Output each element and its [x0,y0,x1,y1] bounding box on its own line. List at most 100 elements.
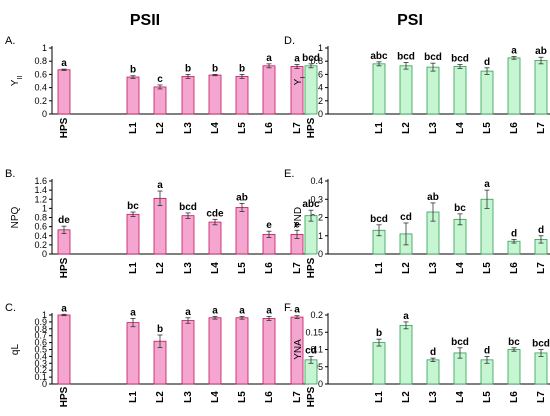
x-tick-label: L5 [237,122,248,134]
significance-letter: b [130,65,136,76]
significance-letter: d [484,57,490,68]
significance-letter: a [61,58,67,69]
y-axis-label: YND [293,207,304,228]
significance-letter: ab [535,46,547,57]
y-axis-label: YII [10,76,24,87]
bar-l2 [153,86,167,115]
x-tick-label: L1 [374,391,385,403]
x-tick-label: L7 [292,391,303,403]
y-tick-label: 1.2 [34,194,47,204]
y-tick-label: 0.5 [34,345,47,355]
y-tick-label: 0.8 [34,56,47,66]
y-tick-label: 0.8 [34,324,47,334]
significance-letter: b [376,328,382,339]
x-tick-label: L6 [509,391,520,403]
x-tick-label: L1 [374,262,385,274]
y-tick-label: 0.4 [34,351,47,361]
bar-l6 [507,57,521,115]
y-tick-label: 1.4 [34,185,47,195]
x-tick-label: L5 [237,391,248,403]
x-tick-label: L5 [482,262,493,274]
x-tick-label: L5 [482,122,493,134]
y-tick-label: 1.6 [34,176,47,186]
bar-l6 [262,65,276,115]
y-tick-label: 1 [318,43,323,53]
significance-letter: b [212,63,218,74]
bar-l2 [399,65,413,115]
x-tick-label: L4 [455,391,466,403]
bar-l3 [181,75,195,115]
y-tick-label: 0 [42,249,47,259]
significance-letter: bcd [179,202,197,213]
significance-letter: cd [400,212,412,223]
significance-letter: bcd [370,214,388,225]
bar-l1 [126,76,140,115]
significance-letter: a [185,307,191,318]
y-tick-label: 0.6 [34,338,47,348]
y-tick-label: 0.9 [34,317,47,327]
y-tick-label: 0.6 [34,222,47,232]
significance-letter: a [403,311,409,322]
bar-l6 [262,318,276,385]
panel-label: F. [284,302,293,314]
y-tick-label: 0.6 [34,69,47,79]
significance-letter: de [58,215,70,226]
y-axis-label: YNA [293,339,304,360]
significance-letter: a [294,305,300,316]
significance-letter: b [157,324,163,335]
significance-letter: ab [236,192,248,203]
x-tick-label: HPS [59,117,70,138]
significance-letter: a [130,307,136,318]
y-axis-label: qL [10,344,21,356]
significance-letter: a [511,46,517,57]
bar-l3 [426,359,440,385]
significance-letter: cd [305,345,317,356]
x-tick-label: L4 [455,122,466,134]
significance-letter: a [484,179,490,190]
x-tick-label: L1 [128,262,139,274]
significance-letter: bcd [532,339,550,350]
x-tick-label: L3 [183,122,194,134]
x-tick-label: L3 [183,391,194,403]
x-tick-label: L3 [428,391,439,403]
bar-l5 [480,70,494,115]
x-tick-label: L1 [374,122,385,134]
chart-panel-a: A. YII 0 0.2 0.4 0.6 0.8 1 a HPS b L1 c L2 b L3 b L4 b L5 a L… [5,35,309,138]
significance-letter: a [212,305,218,316]
y-tick-label: 0 [318,249,323,259]
y-tick-label: 0.1 [310,345,323,355]
bar-l4 [208,317,222,385]
x-tick-label: L5 [482,391,493,403]
bar-l5 [235,207,249,255]
bar-l1 [126,213,140,255]
psii-heading: PSII [130,12,160,29]
significance-letter: d [484,345,490,356]
significance-letter: cde [206,208,224,219]
x-tick-label: L3 [428,262,439,274]
bar-l7 [534,60,548,115]
significance-letter: a [157,180,163,191]
bar-l4 [208,74,222,115]
significance-letter: bc [454,203,466,214]
significance-letter: bcd [302,53,320,64]
y-axis-label: YI [293,77,307,86]
panel-label: A. [5,35,15,47]
y-tick-label: 0.7 [34,331,47,341]
panel-label: C. [5,302,16,314]
y-tick-label: 0.15 [305,327,323,337]
y-tick-label: 0.2 [34,240,47,250]
y-tick-label: 0.2 [310,310,323,320]
chart-panel-e: E.YND00.10.20.30.4abcHPSbcdL1cdL2abL3bcL… [284,168,550,278]
bar-l1 [372,63,386,115]
x-tick-label: L7 [536,122,547,134]
bar-hps [57,314,71,385]
significance-letter: abc [370,51,388,62]
bar-l5 [235,75,249,115]
y-tick-label: 0.8 [34,213,47,223]
x-tick-label: L7 [292,262,303,274]
y-axis-label: NPQ [10,206,21,228]
bar-l1 [126,322,140,385]
significance-letter: a [266,53,272,64]
y-tick-label: 1 [42,310,47,320]
